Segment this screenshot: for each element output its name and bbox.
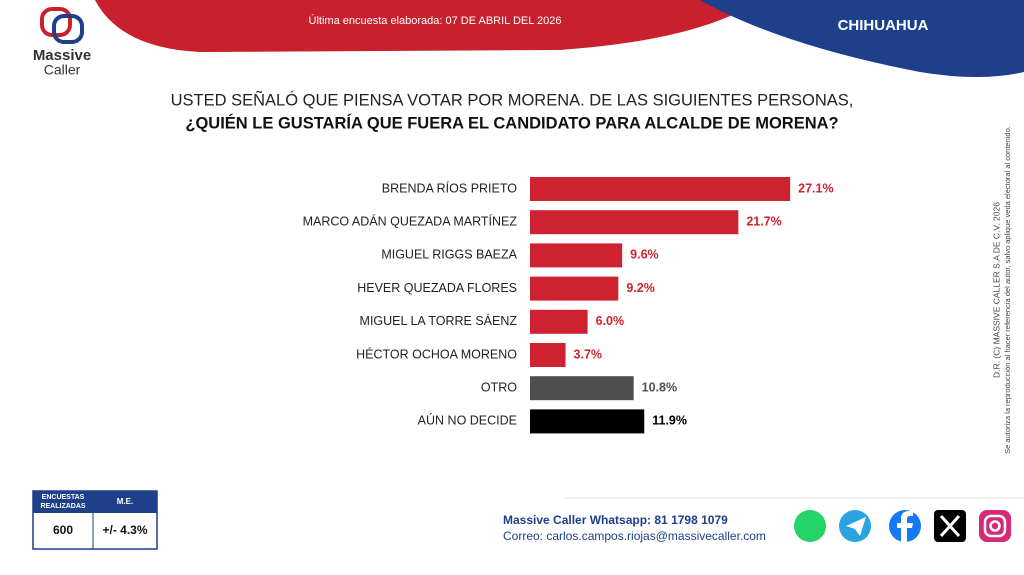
header-red-band <box>95 0 760 52</box>
category-label: OTRO <box>481 380 517 394</box>
bar <box>530 376 634 401</box>
bar <box>530 309 588 334</box>
table-value: +/- 4.3% <box>102 523 147 537</box>
bar <box>530 210 739 235</box>
logo-text: Massive <box>33 47 91 64</box>
bar <box>530 276 619 301</box>
value-label: 10.8% <box>642 380 677 394</box>
chart-title: ¿QUIÉN LE GUSTARÍA QUE FUERA EL CANDIDAT… <box>185 113 838 132</box>
category-label: HEVER QUEZADA FLORES <box>357 281 517 295</box>
table-value: 600 <box>53 523 73 537</box>
region: CHIHUAHUA <box>838 17 929 34</box>
chart-title: USTED SEÑALÓ QUE PIENSA VOTAR POR MORENA… <box>171 89 854 109</box>
category-label: AÚN NO DECIDE <box>418 413 517 428</box>
bar <box>530 343 566 367</box>
value-label: 9.2% <box>626 281 655 295</box>
table-header: REALIZADAS <box>40 503 85 510</box>
category-label: MARCO ADÁN QUEZADA MARTÍNEZ <box>303 213 518 228</box>
survey-date: Última encuesta elaborada: 07 DE ABRIL D… <box>309 14 562 27</box>
category-label: MIGUEL RIGGS BAEZA <box>381 248 517 262</box>
category-label: MIGUEL LA TORRE SÁENZ <box>360 313 518 328</box>
copyright: D.R. (C) MASSIVE CALLER S.A DE C.V. 2026 <box>991 202 1001 378</box>
side-note: D.R. (C) MASSIVE CALLER S.A DE C.V. 2026… <box>991 126 1012 454</box>
bar <box>530 243 623 268</box>
value-label: 11.9% <box>652 414 687 428</box>
logo-icon <box>40 7 84 44</box>
sample-table: ENCUESTAS REALIZADAS M.E. 600 +/- 4.3% <box>32 490 158 550</box>
table-header: ENCUESTAS <box>42 494 85 501</box>
logo-text: Caller <box>44 62 81 78</box>
value-label: 9.6% <box>630 248 659 262</box>
value-label: 6.0% <box>596 314 625 328</box>
value-label: 3.7% <box>574 347 603 361</box>
table-header: M.E. <box>117 497 133 506</box>
contact-whatsapp: Massive Caller Whatsapp: 81 1798 1079 <box>503 513 728 527</box>
contact-email: Correo: carlos.campos.riojas@massivecall… <box>503 529 766 543</box>
whatsapp-icon[interactable] <box>794 510 826 542</box>
category-label: BRENDA RÍOS PRIETO <box>382 180 517 195</box>
header-blue-band <box>700 0 1024 77</box>
bar <box>530 177 791 201</box>
category-label: HÉCTOR OCHOA MORENO <box>356 346 517 361</box>
disclaimer: Se autoriza la reproducción al hacer ref… <box>1003 126 1012 454</box>
bar <box>530 409 645 434</box>
value-label: 21.7% <box>746 214 781 228</box>
value-label: 27.1% <box>798 181 833 195</box>
social-icons <box>794 510 1011 542</box>
